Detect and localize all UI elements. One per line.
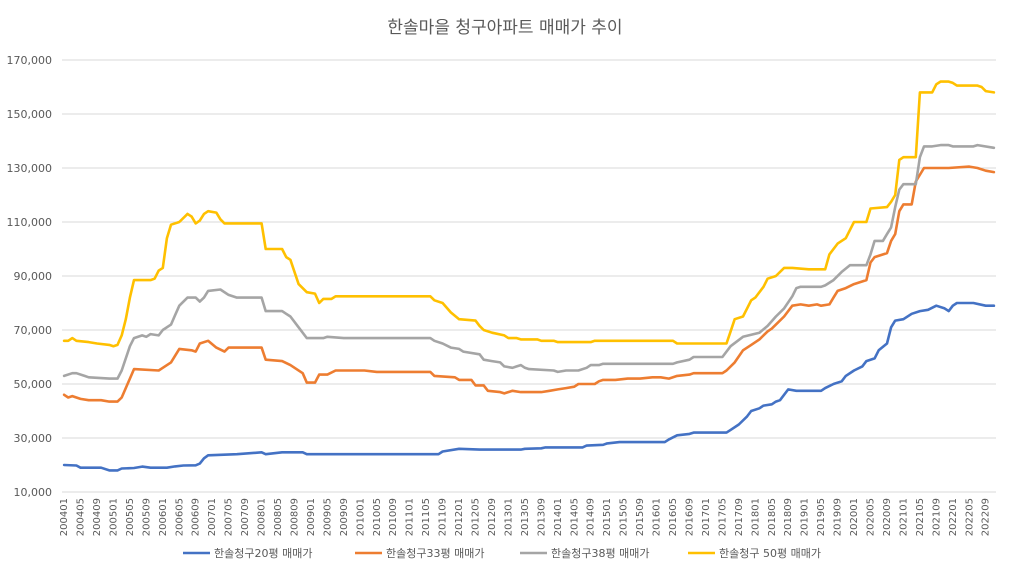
x-tick-label: 201209 [487, 498, 498, 536]
x-tick-label: 200709 [240, 498, 251, 536]
y-axis-ticks: 10,000 30,000 50,000 70,000 90,000 110,000 130… [7, 54, 53, 499]
x-tick-label: 202009 [882, 498, 893, 536]
x-tick-label: 200509 [141, 498, 152, 536]
x-tick-label: 200809 [289, 498, 300, 536]
series-line-3 [62, 143, 996, 380]
x-tick-label: 200505 [125, 498, 136, 536]
series-line-1 [62, 301, 996, 472]
x-tick-label: 201809 [783, 498, 794, 536]
x-tick-label: 201305 [520, 498, 531, 536]
x-tick-label: 202201 [948, 498, 959, 536]
y-tick-label: 10,000 [14, 486, 53, 499]
x-tick-label: 202101 [898, 498, 909, 536]
series-line-4 [62, 80, 996, 348]
legend: 한솔청구20평 매매가 한솔청구33평 매매가 한솔청구38평 매매가 한솔청구 50… [183, 547, 821, 560]
y-tick-label: 150,000 [7, 108, 53, 121]
x-tick-label: 201409 [586, 498, 597, 536]
y-tick-label: 130,000 [7, 162, 53, 175]
x-tick-label: 202005 [866, 498, 877, 536]
y-tick-label: 110,000 [7, 216, 53, 229]
x-tick-label: 200601 [158, 498, 169, 536]
x-tick-label: 202109 [931, 498, 942, 536]
x-tick-label: 201105 [421, 498, 432, 536]
legend-label: 한솔청구20평 매매가 [214, 547, 312, 560]
x-tick-label: 201009 [388, 498, 399, 536]
grid-lines [62, 59, 996, 493]
x-tick-label: 201901 [800, 498, 811, 536]
x-tick-label: 201505 [619, 498, 630, 536]
series-lines [62, 80, 996, 472]
chart-title: 한솔마을 청구아파트 매매가 추이 [387, 18, 622, 38]
x-tick-label: 200405 [76, 498, 87, 536]
x-tick-label: 201205 [471, 498, 482, 536]
x-tick-label: 200901 [306, 498, 317, 536]
x-tick-label: 201401 [553, 498, 564, 536]
x-tick-label: 201601 [652, 498, 663, 536]
x-tick-label: 201909 [833, 498, 844, 536]
x-tick-label: 200801 [257, 498, 268, 536]
y-tick-label: 30,000 [14, 432, 53, 445]
x-tick-label: 201201 [454, 498, 465, 536]
x-tick-label: 201609 [684, 498, 695, 536]
x-tick-label: 201905 [816, 498, 827, 536]
x-tick-label: 202001 [849, 498, 860, 536]
x-tick-label: 201801 [750, 498, 761, 536]
x-tick-label: 201605 [668, 498, 679, 536]
x-tick-label: 201109 [438, 498, 449, 536]
x-tick-label: 201805 [767, 498, 778, 536]
x-axis-ticks: 200401 200405 200409 200501 200505 200509 2006… [59, 498, 992, 536]
y-tick-label: 50,000 [14, 378, 53, 391]
x-tick-label: 200909 [339, 498, 350, 536]
x-tick-label: 201709 [734, 498, 745, 536]
legend-label: 한솔청구 50평 매매가 [719, 547, 821, 560]
y-tick-label: 90,000 [14, 270, 53, 283]
legend-label: 한솔청구33평 매매가 [386, 547, 484, 560]
y-tick-label: 170,000 [7, 54, 53, 67]
x-tick-label: 201309 [536, 498, 547, 536]
x-tick-label: 201705 [717, 498, 728, 536]
x-tick-label: 200701 [207, 498, 218, 536]
x-tick-label: 200401 [59, 498, 70, 536]
x-tick-label: 200409 [92, 498, 103, 536]
x-tick-label: 201005 [372, 498, 383, 536]
x-tick-label: 202209 [981, 498, 992, 536]
x-tick-label: 200905 [322, 498, 333, 536]
x-tick-label: 200605 [174, 498, 185, 536]
x-tick-label: 201101 [405, 498, 416, 536]
x-tick-label: 202205 [964, 498, 975, 536]
x-tick-label: 200501 [108, 498, 119, 536]
x-tick-label: 201405 [569, 498, 580, 536]
x-tick-label: 202105 [915, 498, 926, 536]
x-tick-label: 200609 [191, 498, 202, 536]
y-tick-label: 70,000 [14, 324, 53, 337]
x-tick-label: 200805 [273, 498, 284, 536]
x-tick-label: 201001 [355, 498, 366, 536]
x-tick-label: 201701 [701, 498, 712, 536]
legend-label: 한솔청구38평 매매가 [551, 547, 649, 560]
series-line-2 [62, 165, 996, 403]
x-tick-label: 200705 [224, 498, 235, 536]
x-tick-label: 201301 [503, 498, 514, 536]
x-tick-label: 201501 [602, 498, 613, 536]
x-tick-label: 201509 [635, 498, 646, 536]
